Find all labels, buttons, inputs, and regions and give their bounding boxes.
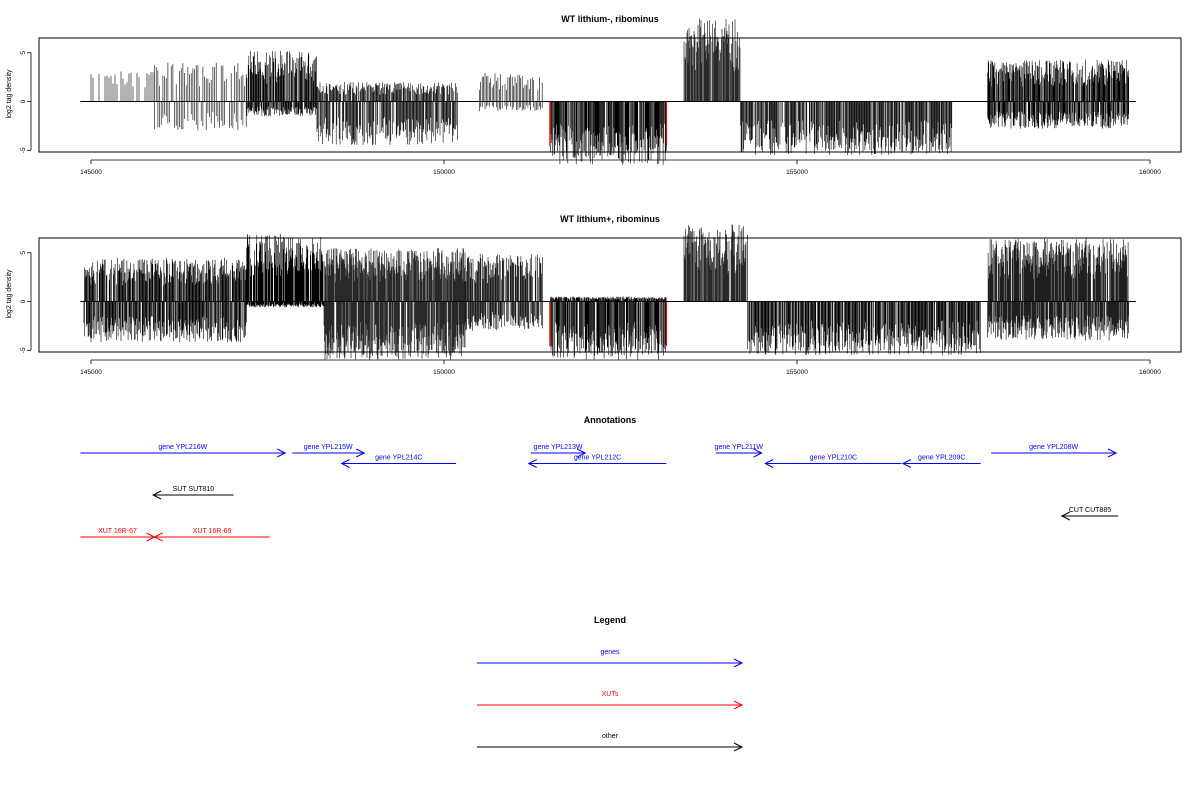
arrow-head xyxy=(733,700,744,710)
feature-label: gene YPL212C xyxy=(574,455,621,462)
coverage-panel-lithium-minus: WT lithium-, ribominus log2 tag density … xyxy=(6,14,1182,176)
feature-label: gene YPL210C xyxy=(810,455,857,462)
feature-label: gene YPL208W xyxy=(1029,444,1078,451)
arrow-head xyxy=(340,459,350,468)
x-tick-label: 145000 xyxy=(80,169,102,176)
plot-area: -5 0 5 145000 150000 155000 160000 xyxy=(20,18,1161,176)
arrow-head xyxy=(753,448,763,458)
arrow-head xyxy=(1107,448,1118,458)
annotations-panel: Annotations gene YPL216W gene YPL215Wgene… xyxy=(80,415,1119,542)
feature-arrow: gene YPL213W xyxy=(530,444,587,458)
legend-entry: XUTs xyxy=(477,691,744,710)
arrow-head xyxy=(152,490,162,500)
legend-label: genes xyxy=(600,649,620,656)
feature-arrow: gene YPL216W xyxy=(80,444,287,458)
feature-label: SUT SUT810 xyxy=(173,486,215,493)
feature-arrow: gene YPL208W xyxy=(991,444,1118,458)
y-axis-label: log2 tag density xyxy=(6,69,13,119)
feature-label: gene YPL214C xyxy=(375,455,422,462)
plot-area: -5 0 5 145000 150000 155000 160000 xyxy=(20,224,1161,376)
feature-arrow: gene YPL215W xyxy=(292,444,366,458)
y-tick-label: 5 xyxy=(20,251,27,255)
x-tick-label: 155000 xyxy=(786,369,808,376)
arrow-head xyxy=(576,448,587,458)
arrow-head xyxy=(764,459,774,468)
feature-arrow: gene YPL212C xyxy=(527,455,667,468)
x-tick-label: 145000 xyxy=(80,369,102,376)
y-tick-label: -5 xyxy=(20,147,27,153)
feature-label: XUT 16R-69 xyxy=(193,528,232,535)
feature-label: gene YPL215W xyxy=(304,444,353,451)
arrow-head xyxy=(901,459,912,468)
y-tick-label: 0 xyxy=(20,299,27,303)
feature-label: gene YPL209C xyxy=(918,455,965,462)
panel-title: WT lithium+, ribominus xyxy=(560,214,660,224)
arrow-head xyxy=(527,459,537,468)
x-tick-label: 150000 xyxy=(433,369,455,376)
plot-frame xyxy=(38,237,1182,353)
annotation-tracks: gene YPL216W gene YPL215W gene YPL214C gene… xyxy=(80,444,1119,542)
panel-title: WT lithium-, ribominus xyxy=(561,14,659,24)
feature-label: gene YPL211W xyxy=(715,444,764,451)
feature-arrow: XUT 16R-67 xyxy=(80,528,156,542)
annotations-title: Annotations xyxy=(584,415,637,425)
arrow-head xyxy=(733,742,744,752)
y-tick-label: -5 xyxy=(20,347,27,353)
x-tick-label: 160000 xyxy=(1139,369,1161,376)
feature-arrow: SUT SUT810 xyxy=(152,486,234,500)
y-tick-label: 5 xyxy=(20,51,27,55)
feature-label: CUT CUT885 xyxy=(1069,507,1111,514)
x-tick-label: 155000 xyxy=(786,169,808,176)
legend-label: other xyxy=(602,733,619,740)
arrow-head xyxy=(276,448,287,458)
arrow-head xyxy=(1060,511,1070,521)
feature-arrow: gene YPL210C xyxy=(764,455,902,468)
legend-title: Legend xyxy=(594,615,626,625)
legend-entries: genes XUTs other xyxy=(477,649,744,752)
arrow-head xyxy=(733,658,744,668)
feature-label: XUT 16R-67 xyxy=(98,528,137,535)
feature-label: gene YPL213W xyxy=(534,444,583,451)
feature-arrow: gene YPL214C xyxy=(340,455,457,468)
y-tick-label: 0 xyxy=(20,99,27,103)
legend-label: XUTs xyxy=(602,691,619,698)
legend-entry: other xyxy=(477,733,744,752)
feature-arrow: CUT CUT885 xyxy=(1060,507,1119,521)
legend-panel: Legend genes XUTs other xyxy=(477,615,744,752)
arrow-head xyxy=(153,532,163,542)
feature-arrow: gene YPL209C xyxy=(901,455,981,468)
legend-entry: genes xyxy=(477,649,744,668)
x-tick-label: 160000 xyxy=(1139,169,1161,176)
y-axis-label: log2 tag density xyxy=(6,269,13,319)
feature-label: gene YPL216W xyxy=(158,444,207,451)
x-tick-label: 150000 xyxy=(433,169,455,176)
feature-arrow: XUT 16R-69 xyxy=(153,528,270,542)
feature-arrow: gene YPL211W xyxy=(715,444,764,458)
coverage-panel-lithium-plus: WT lithium+, ribominus log2 tag density … xyxy=(6,214,1182,376)
arrow-head xyxy=(355,448,366,458)
